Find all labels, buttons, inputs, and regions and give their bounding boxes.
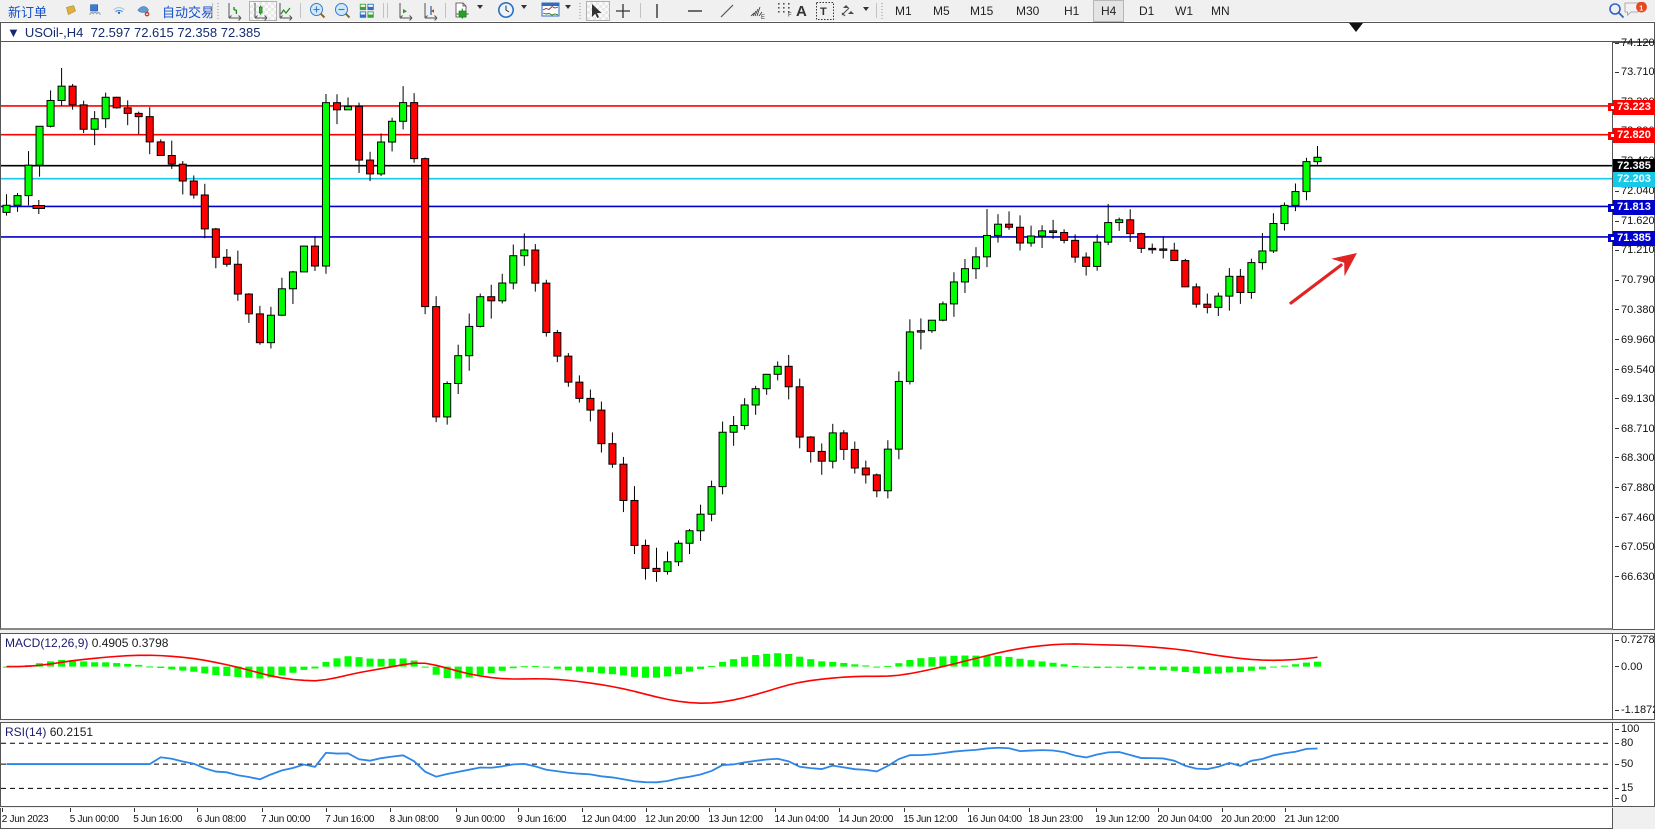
svg-text:1: 1 — [1639, 3, 1643, 12]
svg-text:E: E — [761, 15, 765, 20]
svg-text:T: T — [820, 6, 827, 18]
svg-text:F: F — [788, 13, 792, 18]
